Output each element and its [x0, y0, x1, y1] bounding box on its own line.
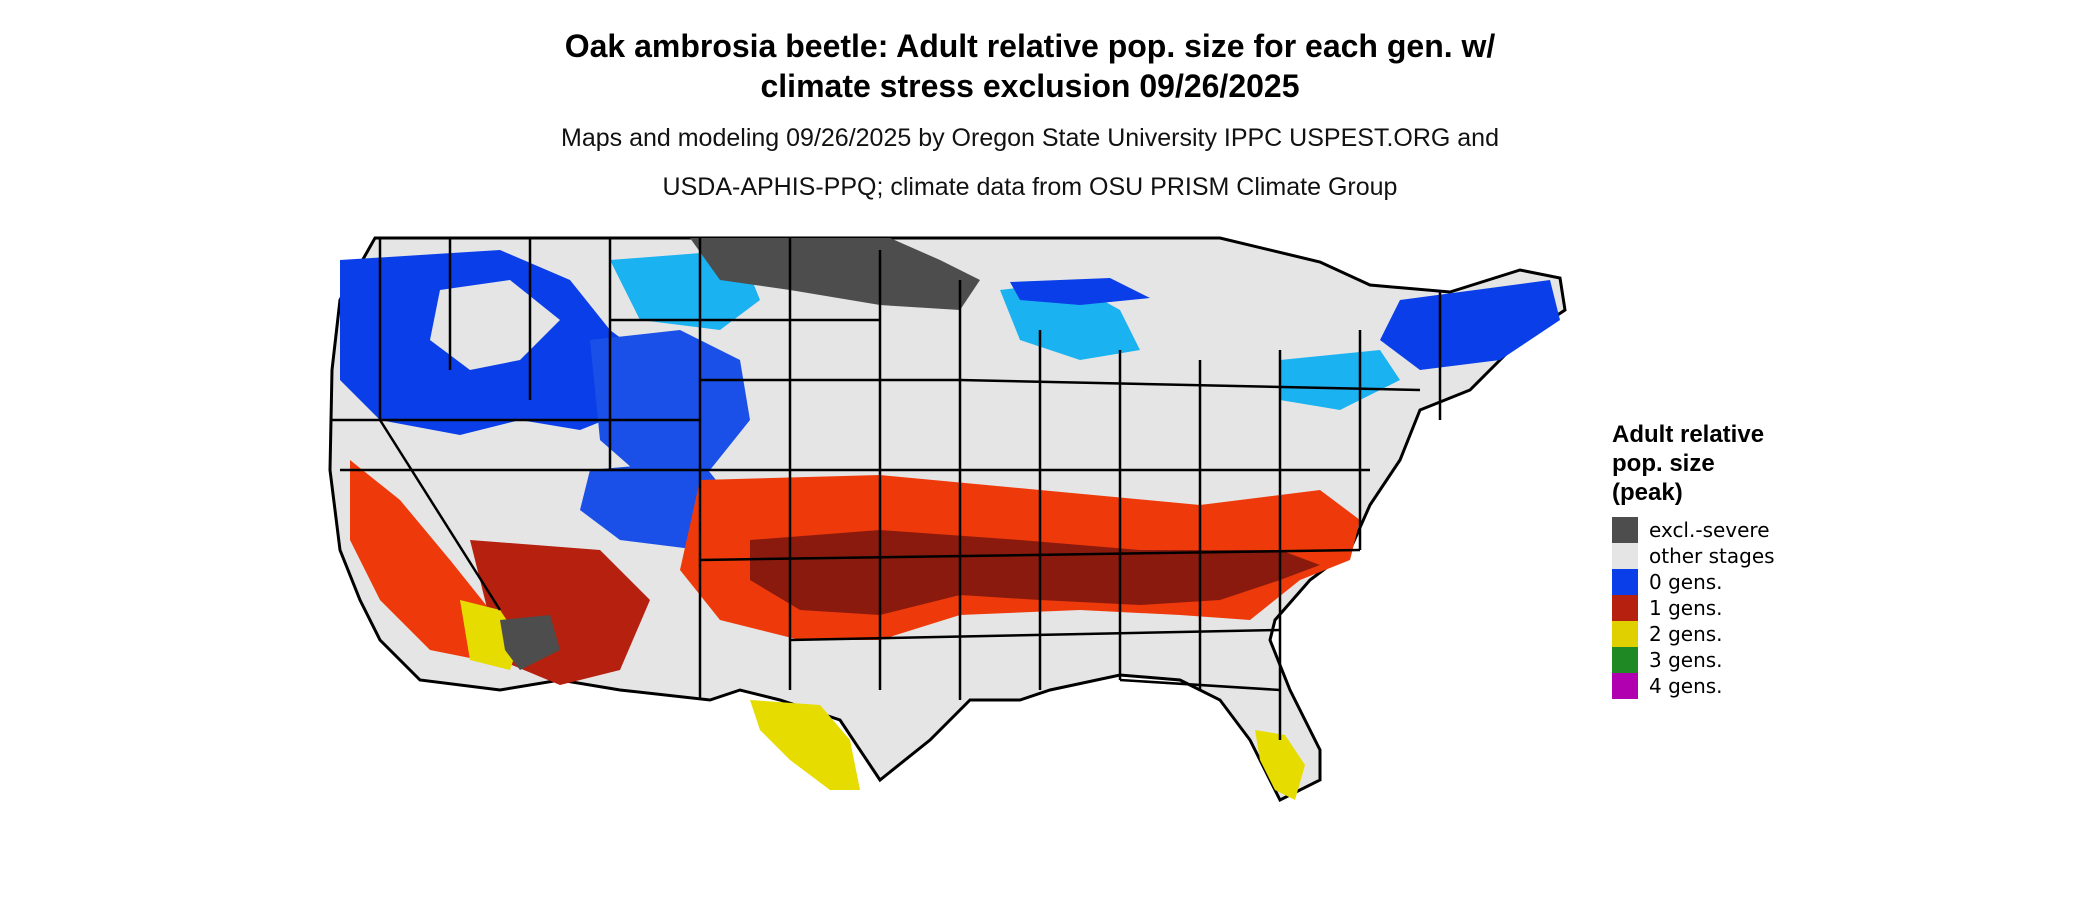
legend-title-line-3: (peak): [1612, 479, 1683, 506]
legend-item-excluded: excl.-severe: [1612, 517, 1775, 543]
region-0gen-new-england: [1380, 280, 1560, 370]
legend-swatch: [1612, 673, 1638, 699]
map-title-line-1: Oak ambrosia beetle: Adult relative pop.…: [564, 28, 1496, 64]
region-excluded-north-plains: [690, 238, 980, 310]
legend-item-0-gens: 0 gens.: [1612, 569, 1775, 595]
legend-title-line-1: Adult relative: [1612, 421, 1765, 448]
map-subtitle-line-1: Maps and modeling 09/26/2025 by Oregon S…: [561, 124, 1499, 152]
legend-swatch: [1612, 647, 1638, 673]
legend-swatch: [1612, 569, 1638, 595]
state-borders: [332, 238, 1442, 740]
legend-label: 2 gens.: [1649, 622, 1723, 646]
legend-label: 4 gens.: [1649, 674, 1723, 698]
region-2gen-florida: [1255, 730, 1305, 800]
legend-label: 1 gens.: [1649, 596, 1723, 620]
us-map-svg: [328, 236, 1567, 803]
legend-label: 3 gens.: [1649, 648, 1723, 672]
region-0gen-upper-michigan: [1010, 278, 1150, 305]
region-excluded-southwest: [500, 615, 560, 670]
region-1gen-california: [350, 460, 490, 660]
legend-swatch: [1612, 543, 1638, 569]
us-map: [320, 220, 1580, 900]
region-2gen-southwest: [460, 600, 520, 670]
legend-item-2-gens: 2 gens.: [1612, 621, 1775, 647]
legend-item-other-stages: other stages: [1612, 543, 1775, 569]
legend-title: Adult relative pop. size (peak): [1612, 420, 1775, 507]
legend-title-line-2: pop. size: [1612, 450, 1715, 477]
legend-label: excl.-severe: [1649, 518, 1770, 542]
legend-swatch: [1612, 621, 1638, 647]
region-0gen-rockies: [590, 330, 750, 475]
legend-label: other stages: [1649, 544, 1775, 568]
map-subtitle-line-2: USDA-APHIS-PPQ; climate data from OSU PR…: [662, 173, 1398, 201]
legend-swatch: [1612, 517, 1638, 543]
legend-label: 0 gens.: [1649, 570, 1723, 594]
title-block: Oak ambrosia beetle: Adult relative pop.…: [330, 26, 1730, 204]
legend-swatch: [1612, 595, 1638, 621]
region-1gen-core: [750, 530, 1320, 615]
map-legend: Adult relative pop. size (peak) excl.-se…: [1612, 420, 1775, 699]
map-title-line-2: climate stress exclusion 09/26/2025: [760, 68, 1300, 104]
region-0gen-light-northwest: [430, 280, 560, 370]
legend-item-4-gens: 4 gens.: [1612, 673, 1775, 699]
region-0gen-light-newyork: [1280, 350, 1400, 410]
region-2gen-texas: [750, 700, 860, 790]
legend-item-1-gens: 1 gens.: [1612, 595, 1775, 621]
region-0gen-light-greatlakes: [1000, 282, 1140, 360]
legend-item-3-gens: 3 gens.: [1612, 647, 1775, 673]
